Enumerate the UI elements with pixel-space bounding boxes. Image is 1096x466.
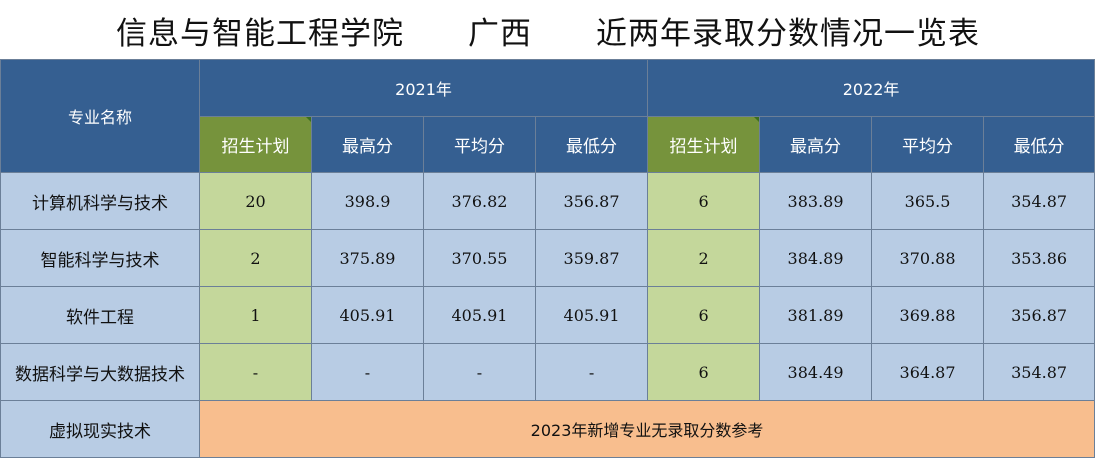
min-2022: 354.87 [983, 172, 1096, 230]
min-2021: 359.87 [534, 229, 649, 287]
header-2021-min: 最低分 [534, 116, 649, 173]
major-name: 智能科学与技术 [0, 229, 200, 287]
header-2022-plan: 招生计划 [647, 116, 761, 173]
plan-2022: 6 [647, 172, 761, 230]
plan-2021: 1 [199, 286, 312, 344]
avg-2022: 370.88 [871, 229, 985, 287]
new-major-note: 2023年新增专业无录取分数参考 [198, 400, 1096, 458]
header-year-2022: 2022年 [647, 59, 1096, 117]
header-major: 专业名称 [0, 59, 200, 173]
major-name: 计算机科学与技术 [0, 172, 200, 230]
header-2022-avg: 平均分 [871, 116, 985, 173]
max-2022: 384.89 [759, 229, 873, 287]
table-row: 智能科学与技术 2 375.89 370.55 359.87 2 384.89 … [0, 229, 1096, 287]
admission-scores-table: 专业名称 2021年 2022年 招生计划 最高分 平均分 最低分 招生计划 最… [0, 59, 1096, 458]
table-row: 数据科学与大数据技术 - - - - 6 384.49 364.87 354.8… [0, 343, 1096, 401]
min-2022: 353.86 [983, 229, 1096, 287]
avg-2022: 365.5 [871, 172, 985, 230]
plan-2021: - [199, 343, 312, 401]
avg-2022: 364.87 [871, 343, 985, 401]
max-2022: 383.89 [759, 172, 873, 230]
header-2022-max: 最高分 [759, 116, 873, 173]
min-2022: 354.87 [983, 343, 1096, 401]
avg-2021: - [423, 343, 536, 401]
table-row: 软件工程 1 405.91 405.91 405.91 6 381.89 369… [0, 286, 1096, 344]
title-college: 信息与智能工程学院 [116, 15, 404, 52]
avg-2021: 405.91 [423, 286, 536, 344]
avg-2021: 376.82 [423, 172, 536, 230]
max-2021: - [311, 343, 424, 401]
header-year-2021: 2021年 [198, 59, 649, 117]
min-2021: 356.87 [534, 172, 649, 230]
min-2022: 356.87 [983, 286, 1096, 344]
max-2021: 398.9 [311, 172, 424, 230]
avg-2022: 369.88 [871, 286, 985, 344]
plan-2021: 20 [199, 172, 312, 230]
major-name: 数据科学与大数据技术 [0, 343, 200, 401]
header-2021-avg: 平均分 [423, 116, 536, 173]
title-region: 广西 [468, 15, 532, 52]
header-row-columns: 招生计划 最高分 平均分 最低分 招生计划 最高分 平均分 最低分 [1, 116, 1096, 173]
header-2021-max: 最高分 [311, 116, 424, 173]
max-2022: 384.49 [759, 343, 873, 401]
header-row-years: 专业名称 2021年 2022年 [0, 59, 1096, 173]
min-2021: 405.91 [534, 286, 649, 344]
plan-2022: 6 [647, 286, 761, 344]
plan-2022: 2 [647, 229, 761, 287]
major-name: 虚拟现实技术 [0, 400, 200, 458]
plan-2022: 6 [647, 343, 761, 401]
table-row-new-major: 虚拟现实技术 2023年新增专业无录取分数参考 [0, 400, 1096, 458]
major-name: 软件工程 [0, 286, 200, 344]
page-title: 信息与智能工程学院 广西 近两年录取分数情况一览表 [0, 0, 1096, 60]
min-2021: - [534, 343, 649, 401]
title-table-name: 近两年录取分数情况一览表 [596, 15, 980, 52]
table-row: 计算机科学与技术 20 398.9 376.82 356.87 6 383.89… [0, 172, 1096, 230]
header-2022-min: 最低分 [983, 116, 1096, 173]
max-2021: 375.89 [311, 229, 424, 287]
avg-2021: 370.55 [423, 229, 536, 287]
max-2022: 381.89 [759, 286, 873, 344]
header-2021-plan: 招生计划 [199, 116, 312, 173]
plan-2021: 2 [199, 229, 312, 287]
max-2021: 405.91 [311, 286, 424, 344]
